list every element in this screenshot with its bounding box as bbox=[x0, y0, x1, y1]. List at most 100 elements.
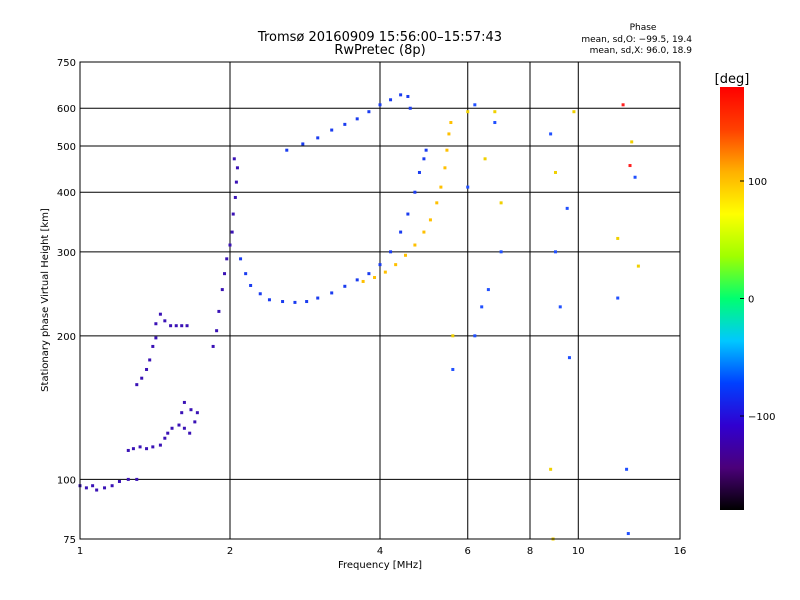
data-point bbox=[399, 93, 403, 97]
data-point bbox=[91, 484, 95, 488]
data-points bbox=[78, 93, 640, 541]
y-tick-label: 500 bbox=[57, 142, 76, 153]
phase-stats-heading: Phase bbox=[630, 23, 657, 33]
data-point bbox=[616, 236, 620, 240]
data-point bbox=[367, 272, 371, 276]
x-tick-label: 4 bbox=[377, 546, 383, 557]
data-point bbox=[389, 98, 393, 102]
data-point bbox=[140, 376, 144, 380]
data-point bbox=[232, 157, 236, 161]
data-point bbox=[316, 296, 320, 300]
phase-stats-x: mean, sd,X: 96.0, 18.9 bbox=[590, 46, 693, 56]
chart-title: Tromsø 20160909 15:56:00–15:57:43 bbox=[257, 30, 502, 45]
data-point bbox=[422, 157, 426, 161]
data-point bbox=[217, 309, 221, 313]
data-point bbox=[234, 180, 238, 184]
y-tick-label: 100 bbox=[57, 475, 76, 486]
data-point bbox=[394, 263, 398, 267]
y-tick-label: 750 bbox=[57, 58, 76, 69]
data-point bbox=[235, 166, 239, 170]
data-point bbox=[151, 344, 155, 348]
data-point bbox=[154, 336, 158, 340]
colorbar-tick-label: −100 bbox=[748, 412, 775, 423]
data-point bbox=[628, 164, 632, 168]
data-point bbox=[428, 218, 432, 222]
data-point bbox=[169, 324, 173, 328]
data-point bbox=[135, 477, 139, 481]
data-point bbox=[473, 334, 477, 338]
data-point bbox=[158, 312, 162, 316]
data-point bbox=[361, 279, 365, 283]
data-point bbox=[445, 148, 449, 152]
y-tick-label: 400 bbox=[57, 188, 76, 199]
data-point bbox=[355, 117, 359, 121]
data-point bbox=[151, 445, 155, 449]
data-point bbox=[126, 477, 130, 481]
data-point bbox=[301, 142, 305, 146]
data-point bbox=[483, 157, 487, 161]
data-point bbox=[343, 284, 347, 288]
data-point bbox=[163, 436, 167, 440]
data-point bbox=[215, 329, 219, 333]
data-point bbox=[258, 292, 262, 296]
data-point bbox=[281, 300, 285, 304]
data-point bbox=[549, 132, 553, 136]
data-point bbox=[174, 324, 178, 328]
data-point bbox=[435, 201, 439, 205]
data-point bbox=[553, 170, 557, 174]
data-point bbox=[422, 230, 426, 234]
data-point bbox=[355, 278, 359, 282]
data-point bbox=[636, 264, 640, 268]
x-tick-label: 10 bbox=[572, 546, 585, 557]
data-point bbox=[220, 288, 224, 292]
data-point bbox=[451, 367, 455, 371]
data-point bbox=[223, 272, 227, 276]
plot-frame bbox=[79, 61, 681, 540]
data-point bbox=[225, 257, 229, 261]
data-point bbox=[95, 488, 99, 492]
data-point bbox=[443, 166, 447, 170]
data-point bbox=[406, 94, 410, 98]
data-point bbox=[451, 334, 455, 338]
data-point bbox=[145, 447, 149, 451]
data-point bbox=[558, 305, 562, 309]
data-point bbox=[84, 486, 88, 490]
data-point bbox=[378, 263, 382, 267]
data-point bbox=[126, 448, 130, 452]
data-point bbox=[408, 106, 412, 110]
colorbar-ticks: 100 0 −100 bbox=[740, 177, 775, 423]
data-point bbox=[182, 400, 186, 404]
data-point bbox=[466, 110, 470, 114]
chart-subtitle: RwPretec (8p) bbox=[334, 43, 425, 58]
data-point bbox=[170, 426, 174, 430]
data-point bbox=[193, 420, 197, 424]
data-point bbox=[553, 250, 557, 254]
data-point bbox=[565, 206, 569, 210]
x-tick-label: 2 bbox=[227, 546, 233, 557]
data-point bbox=[103, 486, 107, 490]
data-point bbox=[211, 344, 215, 348]
x-tick-label: 1 bbox=[77, 546, 83, 557]
data-point bbox=[267, 298, 271, 302]
data-point bbox=[449, 121, 453, 125]
data-point bbox=[447, 132, 451, 136]
data-point bbox=[180, 411, 184, 415]
colorbar-label: [deg] bbox=[715, 72, 750, 87]
data-point bbox=[177, 423, 181, 427]
data-point bbox=[630, 140, 634, 144]
data-point bbox=[621, 103, 625, 107]
data-point bbox=[413, 243, 417, 247]
data-point bbox=[233, 195, 237, 199]
grid-lines bbox=[80, 62, 680, 539]
x-axis: 1 2 4 6 8 10 16 bbox=[77, 546, 687, 557]
colorbar-tick-label: 0 bbox=[748, 295, 754, 306]
data-point bbox=[399, 230, 403, 234]
x-tick-label: 16 bbox=[674, 546, 687, 557]
data-point bbox=[486, 288, 490, 292]
y-axis-label: Stationary phase Virtual Height [km] bbox=[40, 208, 51, 392]
x-tick-label: 8 bbox=[527, 546, 533, 557]
data-point bbox=[383, 270, 387, 274]
data-point bbox=[244, 272, 248, 276]
data-point bbox=[158, 443, 162, 447]
colorbar-tick-label: 100 bbox=[748, 177, 767, 188]
